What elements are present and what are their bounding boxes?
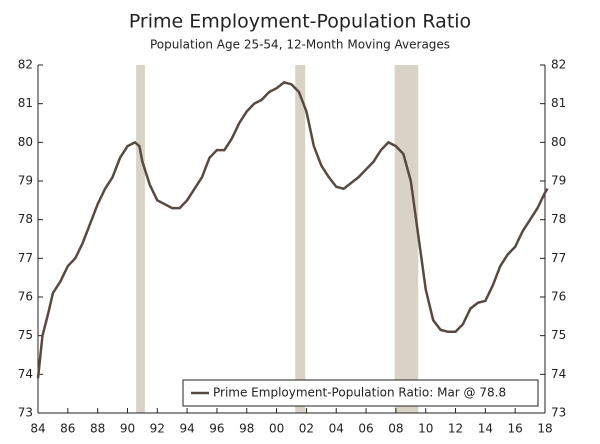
x-tick-label: 88 [90,422,105,436]
x-tick-label: 86 [60,422,75,436]
y2-tick-label: 82 [551,58,566,72]
x-tick-label: 14 [478,422,493,436]
recession-band [394,65,419,413]
y2-tick-label: 75 [551,328,566,342]
y2-tick-label: 78 [551,212,566,226]
x-tick-label: 16 [508,422,523,436]
y2-tick-label: 80 [551,135,566,149]
chart-subtitle: Population Age 25-54, 12-Month Moving Av… [150,38,450,52]
y-tick-label: 77 [18,251,33,265]
y-tick-label: 74 [18,367,33,381]
x-tick-label: 96 [209,422,224,436]
y2-tick-label: 81 [551,96,566,110]
y2-tick-label: 79 [551,174,566,188]
x-tick-label: 84 [30,422,45,436]
y-tick-label: 76 [18,290,33,304]
x-tick-label: 92 [150,422,165,436]
x-tick-label: 04 [329,422,344,436]
y-tick-label: 78 [18,212,33,226]
y-tick-label: 81 [18,96,33,110]
series-line [36,81,549,379]
x-tick-label: 98 [239,422,254,436]
x-tick-label: 10 [418,422,433,436]
x-tick-label: 02 [299,422,314,436]
recession-band [295,65,306,413]
x-tick-label: 00 [269,422,284,436]
x-tick-label: 18 [537,422,552,436]
y-tick-label: 79 [18,174,33,188]
y2-tick-label: 74 [551,367,566,381]
x-tick-label: 94 [179,422,194,436]
recession-band [136,65,145,413]
x-tick-label: 06 [358,422,373,436]
x-tick-label: 08 [388,422,403,436]
chart-title: Prime Employment-Population Ratio [129,11,471,33]
x-tick-label: 12 [448,422,463,436]
y-tick-label: 80 [18,135,33,149]
y2-tick-label: 73 [551,406,566,420]
y-tick-label: 82 [18,58,33,72]
y-tick-label: 75 [18,328,33,342]
legend-label: Prime Employment-Population Ratio: Mar @… [213,386,506,400]
x-tick-label: 90 [120,422,135,436]
y2-tick-label: 76 [551,290,566,304]
y2-tick-label: 77 [551,251,566,265]
y-tick-label: 73 [18,406,33,420]
legend-box [182,379,539,407]
